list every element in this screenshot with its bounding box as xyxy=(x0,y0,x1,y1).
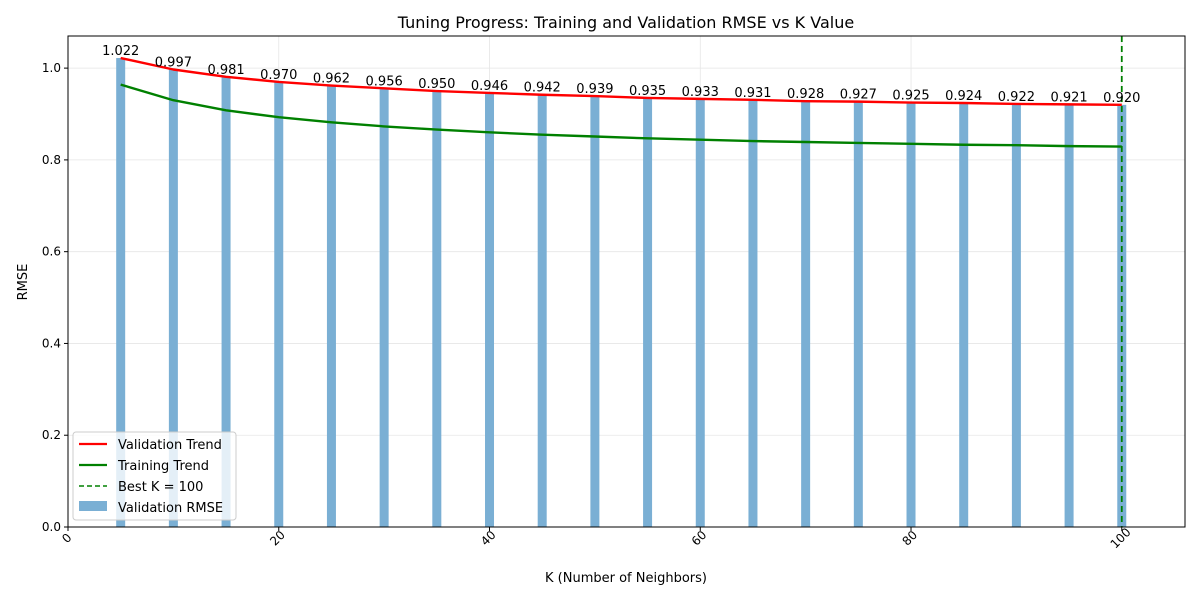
legend-label-best-k: Best K = 100 xyxy=(118,480,203,495)
bar-validation-rmse xyxy=(379,88,389,528)
data-label: 0.927 xyxy=(840,88,877,103)
x-tick-label: 40 xyxy=(478,528,499,549)
line-validation-trend xyxy=(120,56,1122,107)
data-label: 0.939 xyxy=(576,82,613,97)
bar-validation-rmse xyxy=(274,81,284,527)
data-label: 0.931 xyxy=(734,86,771,101)
line-layer xyxy=(120,36,1123,527)
bar-validation-rmse xyxy=(1117,104,1127,527)
x-tick-label: 100 xyxy=(1108,525,1134,551)
y-tick-label: 0.6 xyxy=(42,245,61,259)
data-label: 0.928 xyxy=(787,87,824,102)
bar-validation-rmse xyxy=(1064,104,1074,527)
legend-label-training-trend: Training Trend xyxy=(117,459,209,474)
legend-label-validation-trend: Validation Trend xyxy=(118,438,222,453)
data-label: 0.925 xyxy=(892,89,929,104)
data-label: 0.942 xyxy=(524,81,561,96)
legend-swatch-validation-rmse xyxy=(79,501,107,511)
bar-validation-rmse xyxy=(853,101,863,527)
x-tick-label: 20 xyxy=(267,528,288,549)
bar-validation-rmse xyxy=(326,85,336,528)
bar-validation-rmse xyxy=(1011,103,1021,528)
bar-validation-rmse xyxy=(537,94,547,527)
data-label: 0.970 xyxy=(260,68,297,83)
data-label: 0.924 xyxy=(945,89,982,104)
data-label-layer: 1.022 0.997 0.981 0.970 0.962 0.956 0.950 0.946… xyxy=(102,44,1140,106)
legend-box xyxy=(72,431,237,521)
bar-validation-rmse xyxy=(116,58,126,527)
line-training-trend xyxy=(120,83,1122,148)
y-axis-label: RMSE xyxy=(16,264,31,301)
y-tick-label: 0.2 xyxy=(42,428,61,442)
plot-frame xyxy=(67,35,1186,528)
y-tick-label: 0.4 xyxy=(42,336,61,350)
data-label: 0.981 xyxy=(207,63,244,78)
data-label: 1.022 xyxy=(102,44,139,59)
data-label: 0.933 xyxy=(682,85,719,100)
bar-validation-rmse xyxy=(959,102,969,527)
legend: Validation Trend Training Trend Best K =… xyxy=(72,431,237,521)
bar-validation-rmse xyxy=(168,69,178,527)
data-label: 0.962 xyxy=(313,72,350,87)
bar-validation-rmse xyxy=(485,92,495,527)
data-label: 0.922 xyxy=(998,90,1035,105)
data-label: 0.950 xyxy=(418,77,455,92)
x-tick-label: 0 xyxy=(59,531,74,546)
bar-validation-rmse xyxy=(432,91,442,527)
chart-title: Tuning Progress: Training and Validation… xyxy=(397,13,854,32)
bar-validation-rmse xyxy=(906,102,916,527)
bar-validation-rmse xyxy=(590,96,600,527)
bar-validation-rmse xyxy=(221,76,231,528)
data-label: 0.946 xyxy=(471,79,508,94)
y-tick-label: 0.8 xyxy=(42,153,61,167)
bar-validation-rmse xyxy=(801,101,811,527)
data-label: 0.935 xyxy=(629,84,666,99)
bar-validation-rmse xyxy=(748,99,758,527)
data-label: 0.956 xyxy=(366,74,403,89)
bar-layer xyxy=(116,58,1127,528)
data-label: 0.921 xyxy=(1050,90,1087,105)
x-axis-label: K (Number of Neighbors) xyxy=(545,571,707,586)
legend-label-validation-rmse: Validation RMSE xyxy=(118,501,223,516)
x-tick-label: 60 xyxy=(689,528,710,549)
y-tick-label: 1.0 xyxy=(42,61,61,75)
x-tick-label: 80 xyxy=(899,528,920,549)
data-label: 0.997 xyxy=(155,55,192,70)
data-label: 0.920 xyxy=(1103,91,1140,106)
bar-validation-rmse xyxy=(695,98,705,527)
y-tick-label: 0.0 xyxy=(42,520,61,534)
bar-validation-rmse xyxy=(643,97,653,527)
